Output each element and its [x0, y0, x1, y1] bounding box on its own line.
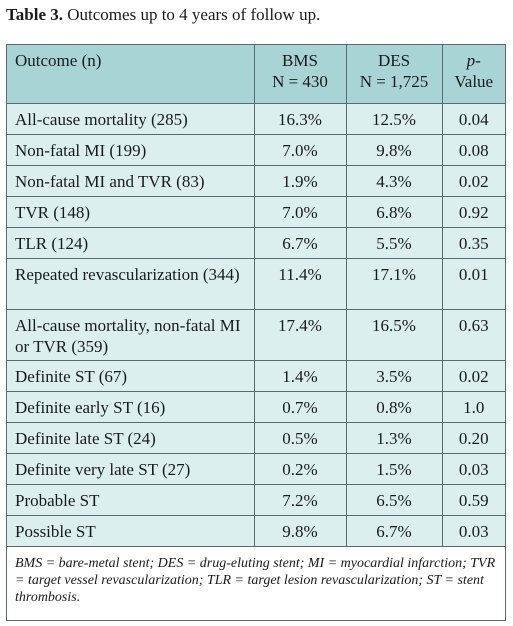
- row-bms-value: 16.3%: [254, 103, 347, 135]
- row-p-value: 1.0: [442, 391, 505, 423]
- row-bms-value: 17.4%: [254, 309, 347, 361]
- row-bms-value: 9.8%: [254, 515, 347, 547]
- row-p-value: 0.63: [442, 309, 505, 361]
- table-row: Definite early ST (16) 0.7% 0.8% 1.0: [7, 391, 505, 423]
- row-bms-value: 11.4%: [254, 258, 347, 310]
- outcomes-table: Outcome (n) BMS N = 430 DES N = 1,725 p-…: [7, 45, 505, 612]
- row-bms-value: 1.9%: [254, 165, 347, 197]
- table-row: Definite ST (67) 1.4% 3.5% 0.02: [7, 360, 505, 392]
- row-des-value: 12.5%: [346, 103, 443, 135]
- row-outcome: Repeated revascularization (344): [7, 258, 255, 310]
- table-row: Repeated revascularization (344) 11.4% 1…: [7, 258, 505, 310]
- row-bms-value: 7.2%: [254, 484, 347, 516]
- row-bms-value: 1.4%: [254, 360, 347, 392]
- row-outcome: TLR (124): [7, 227, 255, 259]
- footnote-row: BMS = bare-metal stent; DES = drug-eluti…: [7, 546, 505, 612]
- row-outcome: All-cause mortality (285): [7, 103, 255, 135]
- row-des-value: 6.5%: [346, 484, 443, 516]
- row-bms-value: 0.2%: [254, 453, 347, 485]
- table-row: Non-fatal MI and TVR (83) 1.9% 4.3% 0.02: [7, 165, 505, 197]
- row-des-value: 6.7%: [346, 515, 443, 547]
- row-des-value: 6.8%: [346, 196, 443, 228]
- row-bms-value: 7.0%: [254, 196, 347, 228]
- row-p-value: 0.03: [442, 453, 505, 485]
- table-footnote: BMS = bare-metal stent; DES = drug-eluti…: [7, 546, 505, 612]
- table-row: TVR (148) 7.0% 6.8% 0.92: [7, 196, 505, 228]
- row-p-value: 0.03: [442, 515, 505, 547]
- table-row: Probable ST 7.2% 6.5% 0.59: [7, 484, 505, 516]
- row-p-value: 0.04: [442, 103, 505, 135]
- row-outcome: Definite early ST (16): [7, 391, 255, 423]
- header-des: DES N = 1,725: [346, 45, 443, 104]
- table-caption-label: Table 3.: [6, 5, 64, 24]
- row-outcome: Probable ST: [7, 484, 255, 516]
- row-des-value: 0.8%: [346, 391, 443, 423]
- row-bms-value: 0.7%: [254, 391, 347, 423]
- header-outcome: Outcome (n): [7, 45, 255, 104]
- table-row: Non-fatal MI (199) 7.0% 9.8% 0.08: [7, 134, 505, 166]
- table-row: All-cause mortality (285) 16.3% 12.5% 0.…: [7, 103, 505, 135]
- row-bms-value: 6.7%: [254, 227, 347, 259]
- row-p-value: 0.92: [442, 196, 505, 228]
- row-des-value: 17.1%: [346, 258, 443, 310]
- row-des-value: 1.3%: [346, 422, 443, 454]
- row-outcome: TVR (148): [7, 196, 255, 228]
- header-des-n: N = 1,725: [359, 72, 429, 91]
- row-outcome: Definite late ST (24): [7, 422, 255, 454]
- header-bms: BMS N = 430: [254, 45, 347, 104]
- row-outcome: All-cause mortality, non-fatal MI or TVR…: [7, 309, 255, 361]
- row-p-value: 0.59: [442, 484, 505, 516]
- table-caption-text: Outcomes up to 4 years of follow up.: [63, 5, 321, 24]
- header-p-value: p- Value: [442, 45, 505, 104]
- row-des-value: 4.3%: [346, 165, 443, 197]
- header-bms-n: N = 430: [272, 72, 328, 91]
- row-outcome: Possible ST: [7, 515, 255, 547]
- table-row: TLR (124) 6.7% 5.5% 0.35: [7, 227, 505, 259]
- row-bms-value: 0.5%: [254, 422, 347, 454]
- row-p-value: 0.02: [442, 165, 505, 197]
- table-caption: Table 3. Outcomes up to 4 years of follo…: [6, 4, 320, 26]
- outcomes-table-frame: Outcome (n) BMS N = 430 DES N = 1,725 p-…: [6, 44, 506, 621]
- row-outcome: Definite ST (67): [7, 360, 255, 392]
- row-des-value: 3.5%: [346, 360, 443, 392]
- row-p-value: 0.02: [442, 360, 505, 392]
- table-row: Possible ST 9.8% 6.7% 0.03: [7, 515, 505, 547]
- row-p-value: 0.08: [442, 134, 505, 166]
- header-p-label: p-: [466, 51, 481, 70]
- header-des-label: DES: [377, 51, 411, 70]
- row-des-value: 9.8%: [346, 134, 443, 166]
- header-bms-label: BMS: [282, 51, 318, 70]
- row-outcome: Definite very late ST (27): [7, 453, 255, 485]
- row-des-value: 16.5%: [346, 309, 443, 361]
- table-row: Definite very late ST (27) 0.2% 1.5% 0.0…: [7, 453, 505, 485]
- table-row: Definite late ST (24) 0.5% 1.3% 0.20: [7, 422, 505, 454]
- row-bms-value: 7.0%: [254, 134, 347, 166]
- row-p-value: 0.35: [442, 227, 505, 259]
- row-p-value: 0.01: [442, 258, 505, 310]
- row-p-value: 0.20: [442, 422, 505, 454]
- row-des-value: 5.5%: [346, 227, 443, 259]
- row-des-value: 1.5%: [346, 453, 443, 485]
- row-outcome: Non-fatal MI (199): [7, 134, 255, 166]
- table-header-row: Outcome (n) BMS N = 430 DES N = 1,725 p-…: [7, 45, 505, 104]
- row-outcome: Non-fatal MI and TVR (83): [7, 165, 255, 197]
- header-value-label: Value: [454, 72, 494, 91]
- table-row: All-cause mortality, non-fatal MI or TVR…: [7, 309, 505, 361]
